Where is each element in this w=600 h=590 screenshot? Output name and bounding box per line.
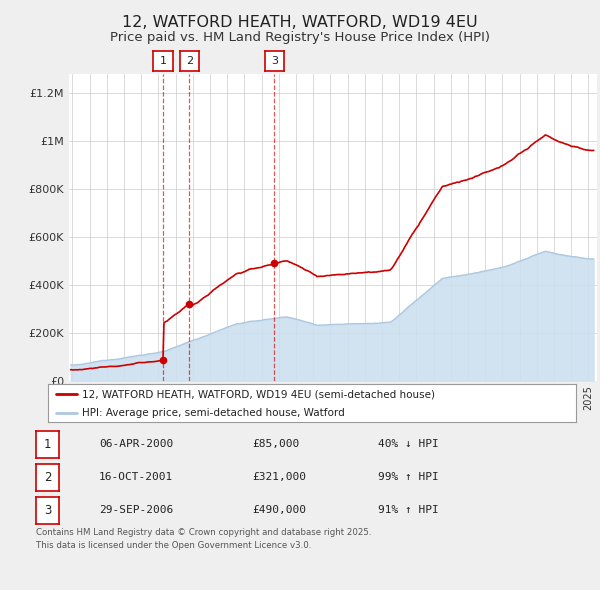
- Text: 1: 1: [160, 56, 167, 66]
- Text: 1: 1: [44, 438, 51, 451]
- Text: £85,000: £85,000: [252, 440, 299, 449]
- Text: 06-APR-2000: 06-APR-2000: [99, 440, 173, 449]
- Text: 29-SEP-2006: 29-SEP-2006: [99, 506, 173, 515]
- Text: 3: 3: [271, 56, 278, 66]
- Text: 2: 2: [185, 56, 193, 66]
- Text: 2: 2: [44, 471, 51, 484]
- Text: 16-OCT-2001: 16-OCT-2001: [99, 473, 173, 482]
- Text: 12, WATFORD HEATH, WATFORD, WD19 4EU: 12, WATFORD HEATH, WATFORD, WD19 4EU: [122, 15, 478, 30]
- Text: Contains HM Land Registry data © Crown copyright and database right 2025.: Contains HM Land Registry data © Crown c…: [36, 528, 371, 537]
- Text: 12, WATFORD HEATH, WATFORD, WD19 4EU (semi-detached house): 12, WATFORD HEATH, WATFORD, WD19 4EU (se…: [82, 389, 436, 399]
- Text: £321,000: £321,000: [252, 473, 306, 482]
- Text: £490,000: £490,000: [252, 506, 306, 515]
- Text: 40% ↓ HPI: 40% ↓ HPI: [378, 440, 439, 449]
- Text: This data is licensed under the Open Government Licence v3.0.: This data is licensed under the Open Gov…: [36, 541, 311, 550]
- Text: 91% ↑ HPI: 91% ↑ HPI: [378, 506, 439, 515]
- Text: 3: 3: [44, 504, 51, 517]
- Text: HPI: Average price, semi-detached house, Watford: HPI: Average price, semi-detached house,…: [82, 408, 345, 418]
- Text: Price paid vs. HM Land Registry's House Price Index (HPI): Price paid vs. HM Land Registry's House …: [110, 31, 490, 44]
- Text: 99% ↑ HPI: 99% ↑ HPI: [378, 473, 439, 482]
